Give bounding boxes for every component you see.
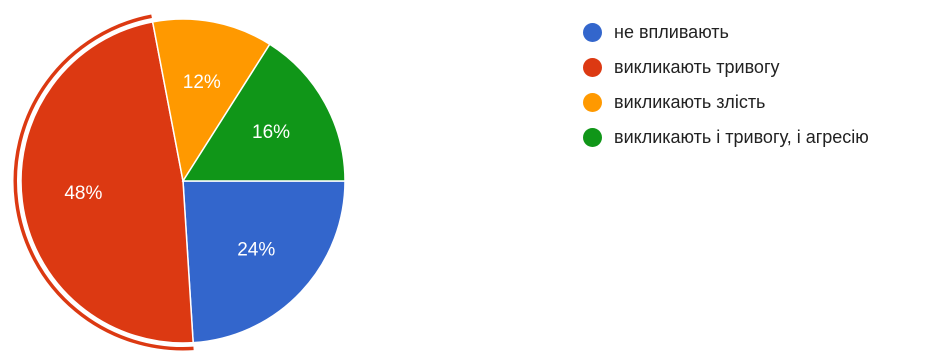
legend-label: викликають і тривогу, і агресію: [614, 126, 869, 147]
legend-label: не впливають: [614, 21, 729, 42]
slice-викликають-злість[interactable]: [151, 18, 271, 184]
slice-викликають-і-тривогу-і-агресію[interactable]: [181, 43, 346, 182]
slice-label: 24%: [237, 239, 275, 260]
legend-item-vyklykaiut-tryvohu[interactable]: викликають тривогу: [583, 55, 869, 79]
pie-labels: 24% 48% 12% 16%: [64, 72, 290, 260]
legend-item-vyklykaiut-zlist[interactable]: викликають злість: [583, 90, 869, 114]
legend-dot-icon: [583, 127, 602, 147]
legend-dot-icon: [583, 22, 602, 42]
legend-dot-icon: [583, 57, 602, 77]
legend-label: викликають тривогу: [614, 56, 780, 77]
slice-label: 48%: [64, 183, 102, 204]
legend-item-tryvohu-i-ahresiiu[interactable]: викликають і тривогу, і агресію: [583, 125, 869, 149]
pie-slices: [20, 18, 346, 344]
slice-викликають-тривогу[interactable]: [20, 20, 194, 344]
highlight-ring-group: [13, 14, 194, 351]
slice-label: 16%: [252, 122, 290, 143]
slice-label: 12%: [183, 72, 221, 93]
legend-dot-icon: [583, 92, 602, 112]
legend-label: викликають злість: [614, 91, 766, 112]
legend-item-ne-vplyvaiut[interactable]: не впливають: [583, 20, 869, 44]
slice-не-впливають[interactable]: [182, 180, 346, 344]
legend: не впливають викликають тривогу викликаю…: [583, 20, 869, 160]
highlight-ring: [13, 14, 194, 351]
